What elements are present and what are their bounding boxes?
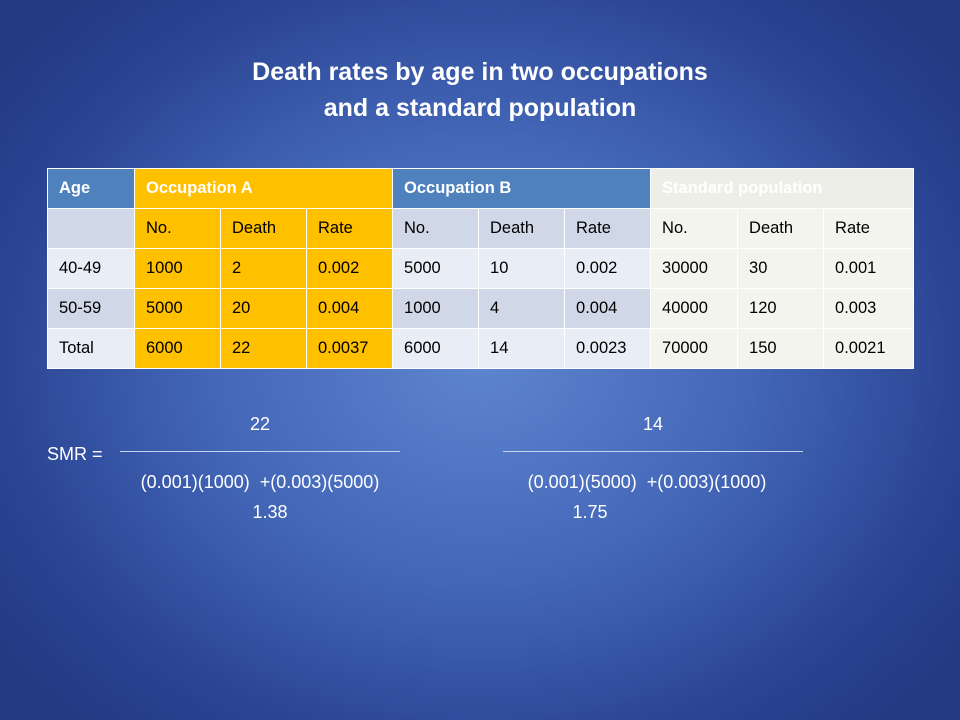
subheader-cell: No.	[392, 208, 480, 249]
table-cell: 70000	[650, 328, 739, 369]
table-cell: 0.004	[305, 288, 394, 329]
header-occupation-a: Occupation A	[133, 168, 394, 209]
table-cell: 1000	[134, 248, 221, 289]
table-cell: 14	[478, 328, 566, 369]
smr-label: SMR =	[47, 444, 103, 464]
table-cell: 40000	[650, 288, 739, 329]
slide-title: Death rates by age in two occupations an…	[0, 54, 960, 126]
table-cell: 0.004	[564, 288, 652, 329]
table-cell: 0.0023	[564, 328, 652, 369]
header-occupation-b: Occupation B	[392, 168, 652, 209]
table-cell: 2	[220, 248, 307, 289]
subheader-cell: Death	[220, 208, 307, 249]
smr-a-result: 1.38	[252, 502, 288, 522]
table-cell: 50-59	[47, 288, 135, 329]
table-cell: 0.003	[823, 288, 915, 329]
table-cell: Total	[47, 328, 135, 369]
header-standard-population: Standard population	[650, 168, 915, 209]
table-row: 50-59 5000 20 0.004 1000 4 0.004 40000 1…	[47, 288, 915, 329]
table-cell: 30000	[650, 248, 739, 289]
table-cell: 30	[737, 248, 825, 289]
death-rates-table: Age Occupation A Occupation B Standard p…	[47, 168, 915, 369]
title-line-1: Death rates by age in two occupations	[252, 58, 708, 86]
subheader-cell: Rate	[564, 208, 652, 249]
subheader-cell: Death	[737, 208, 825, 249]
table-cell: 10	[478, 248, 566, 289]
subheader-age-blank	[47, 208, 135, 249]
table-cell: 120	[737, 288, 825, 329]
table-cell: 0.0037	[305, 328, 394, 369]
table-cell: 4	[478, 288, 566, 329]
table-cell: 5000	[134, 288, 221, 329]
smr-a-numerator: 22	[249, 414, 271, 434]
table-row-total: Total 6000 22 0.0037 6000 14 0.0023 7000…	[47, 328, 915, 369]
smr-a-denominator: (0.001)(1000) +(0.003)(5000)	[140, 472, 380, 492]
header-age: Age	[47, 168, 135, 209]
table-cell: 20	[220, 288, 307, 329]
smr-b-result: 1.75	[572, 502, 608, 522]
table-row: 40-49 1000 2 0.002 5000 10 0.002 30000 3…	[47, 248, 915, 289]
subheader-cell: Rate	[823, 208, 915, 249]
smr-a-fraction-bar	[120, 451, 400, 452]
table-cell: 22	[220, 328, 307, 369]
table-cell: 0.002	[305, 248, 394, 289]
subheader-cell: Death	[478, 208, 566, 249]
subheader-cell: No.	[134, 208, 221, 249]
smr-b-fraction-bar	[503, 451, 803, 452]
table-cell: 0.001	[823, 248, 915, 289]
group-header-row: Age Occupation A Occupation B Standard p…	[47, 168, 915, 209]
subheader-cell: No.	[650, 208, 739, 249]
table-cell: 1000	[392, 288, 480, 329]
smr-b-numerator: 14	[642, 414, 664, 434]
title-line-2: and a standard population	[323, 94, 637, 122]
subheader-cell: Rate	[305, 208, 394, 249]
table-cell: 40-49	[47, 248, 135, 289]
table-cell: 150	[737, 328, 825, 369]
table-cell: 6000	[392, 328, 480, 369]
table-cell: 0.0021	[823, 328, 915, 369]
smr-b-denominator: (0.001)(5000) +(0.003)(1000)	[527, 472, 767, 492]
table-cell: 0.002	[564, 248, 652, 289]
table-cell: 6000	[134, 328, 221, 369]
subheader-row: No. Death Rate No. Death Rate No. Death …	[47, 208, 915, 249]
table-cell: 5000	[392, 248, 480, 289]
